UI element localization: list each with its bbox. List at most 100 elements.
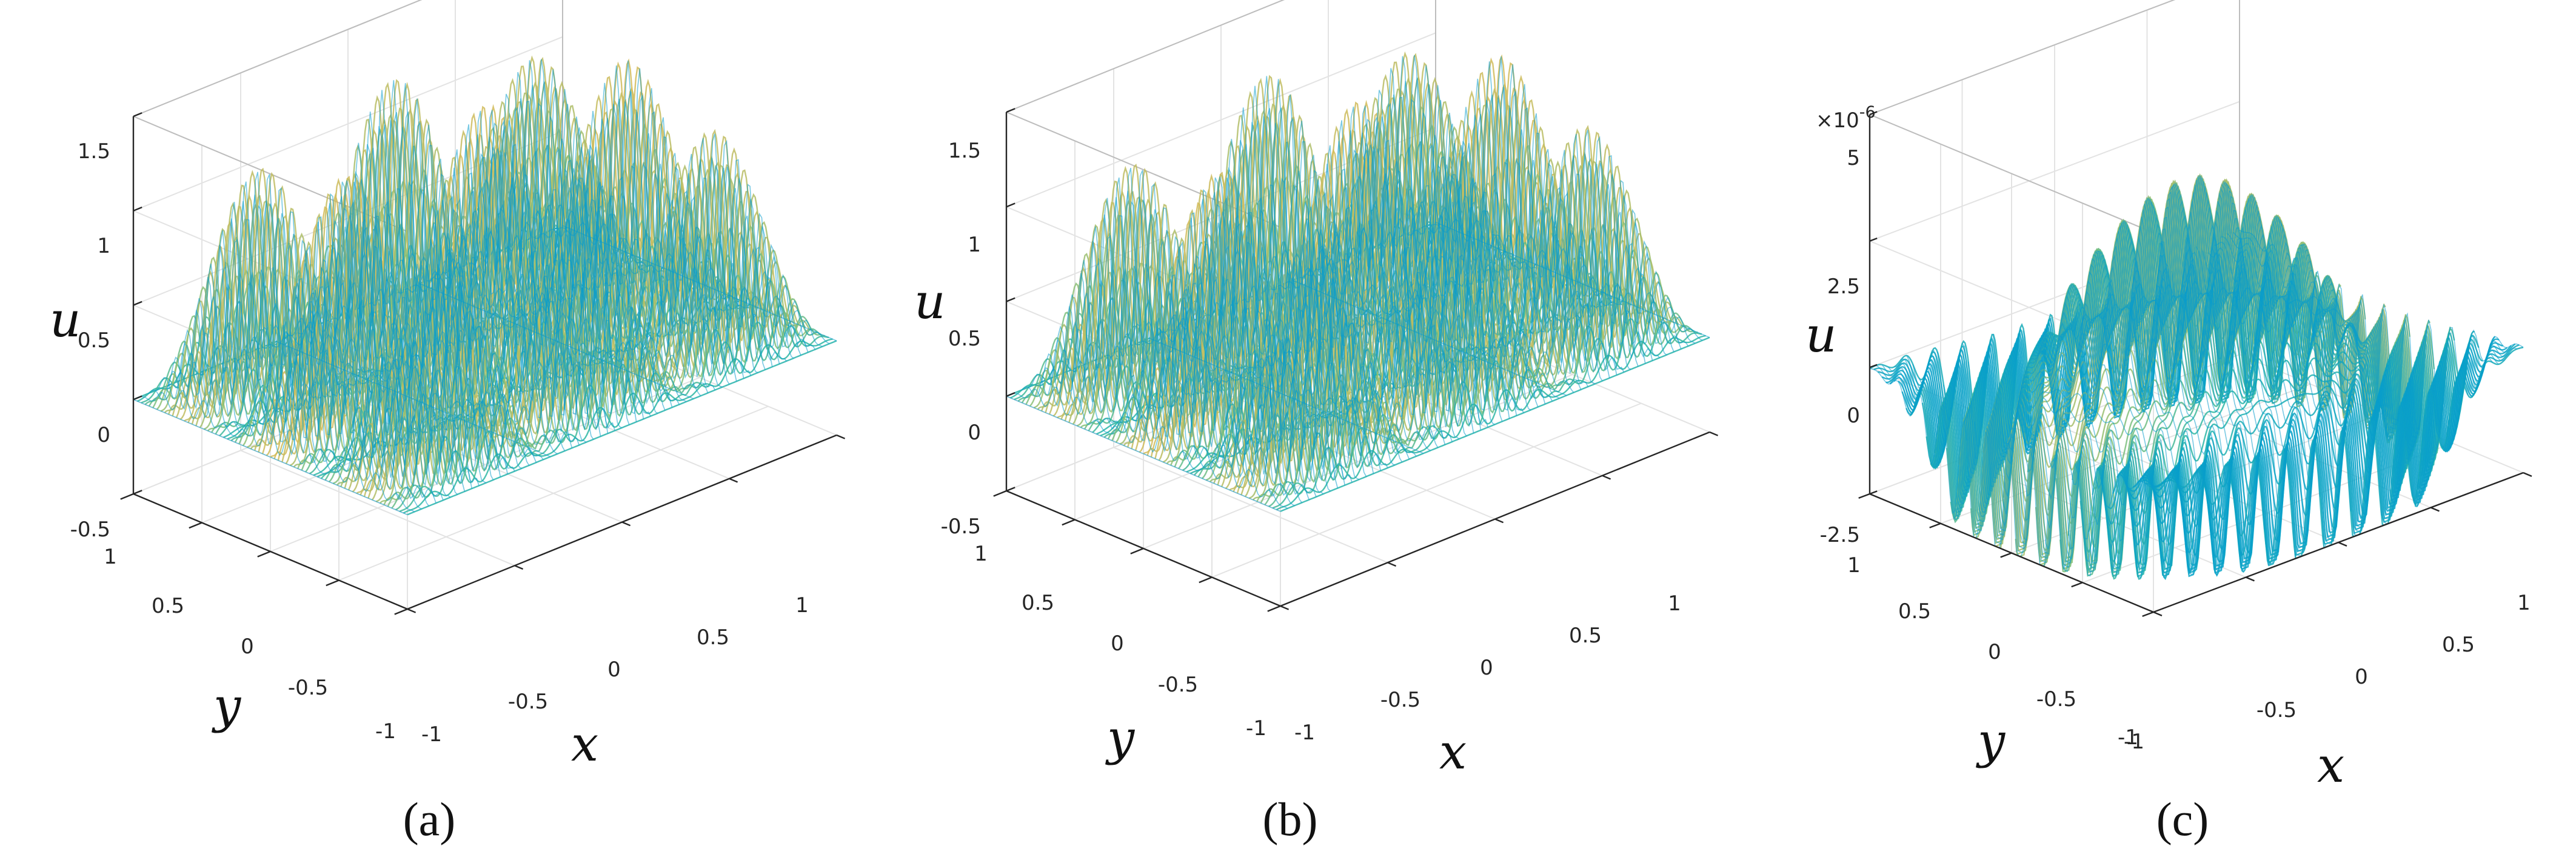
surface-mesh-line bbox=[1013, 387, 1288, 509]
surface-mesh-line bbox=[1435, 222, 1710, 338]
surface-mesh-line bbox=[140, 390, 415, 513]
y-axis-label: y bbox=[1976, 713, 2006, 769]
x-tick-mark bbox=[407, 608, 417, 613]
surface-mesh-line bbox=[2171, 270, 2456, 487]
x-axis-label: x bbox=[2317, 737, 2344, 793]
surface-mesh-line bbox=[283, 319, 558, 455]
y-tick-label: -1 bbox=[1246, 716, 1266, 741]
x-tick-label: -1 bbox=[2124, 730, 2144, 754]
surface-mesh-line bbox=[1113, 209, 1388, 468]
x-tick-mark bbox=[1494, 518, 1504, 524]
z-tick-label: 0.5 bbox=[948, 327, 981, 351]
y-tick-label: -1 bbox=[2118, 725, 2138, 750]
y-tick-mark bbox=[394, 608, 408, 615]
surface-mesh-line bbox=[1912, 362, 2197, 574]
y-tick-mark bbox=[189, 522, 202, 529]
z-tick-mark bbox=[1006, 202, 1015, 208]
z-tick-mark bbox=[133, 490, 142, 495]
y-tick-label: 0.5 bbox=[1022, 591, 1054, 615]
grid-line bbox=[1143, 374, 1573, 549]
x-axis-label: x bbox=[571, 716, 598, 772]
surface-mesh-line bbox=[1349, 68, 1625, 373]
z-tick-label: 1.5 bbox=[78, 139, 110, 164]
x-tick-mark bbox=[514, 565, 524, 570]
x-tick-mark bbox=[2430, 507, 2440, 512]
x-tick-mark bbox=[1602, 475, 1611, 480]
y-tick-label: 1 bbox=[104, 545, 117, 569]
surface-mesh-line bbox=[1881, 364, 2166, 577]
surface-mesh-line bbox=[276, 341, 551, 458]
surface-mesh-a bbox=[133, 55, 837, 516]
surface-mesh-line bbox=[483, 60, 758, 373]
x-tick-mark bbox=[836, 434, 846, 439]
y-tick-mark bbox=[1267, 605, 1281, 612]
x-tick-label: -0.5 bbox=[508, 690, 548, 714]
panel-caption: (b) bbox=[1263, 793, 1318, 845]
axes-edge bbox=[1869, 114, 2154, 233]
z-tick-label: -0.5 bbox=[70, 518, 110, 542]
y-tick-mark bbox=[326, 579, 340, 587]
x-tick-mark bbox=[2153, 611, 2163, 617]
x-tick-mark bbox=[1709, 431, 1719, 436]
y-axis-label: y bbox=[212, 678, 242, 734]
surface-mesh-line bbox=[2122, 205, 2407, 512]
z-tick-mark bbox=[1006, 297, 1015, 302]
surface-mesh-line bbox=[2202, 250, 2487, 465]
surface-mesh-line bbox=[2165, 263, 2450, 491]
surface-mesh-line bbox=[1292, 279, 1567, 396]
z-tick-label: 0 bbox=[968, 421, 981, 445]
surface-mesh-line bbox=[534, 154, 809, 353]
y-tick-mark bbox=[2071, 582, 2083, 588]
surface-mesh-line bbox=[2177, 265, 2463, 482]
surface-mesh-line bbox=[1228, 79, 1503, 422]
x-tick-label: 1 bbox=[2517, 591, 2531, 615]
z-tick-mark bbox=[1869, 237, 1878, 242]
surface-mesh-line bbox=[2233, 232, 2518, 439]
surface-mesh-line bbox=[1156, 316, 1431, 451]
y-tick-label: 0.5 bbox=[152, 594, 184, 618]
z-tick-mark bbox=[133, 112, 142, 118]
axes-front-edges-b bbox=[993, 108, 1719, 612]
panel-caption: (a) bbox=[403, 793, 456, 845]
z-tick-label: 1 bbox=[968, 233, 981, 257]
axes-edge bbox=[1869, 0, 2176, 115]
surface-mesh-line bbox=[1407, 150, 1682, 350]
surface-mesh-line bbox=[541, 177, 816, 350]
x-tick-mark bbox=[2246, 576, 2255, 582]
z-tick-mark bbox=[1006, 392, 1015, 397]
y-tick-label: 1 bbox=[974, 542, 988, 566]
surface-mesh-line bbox=[1335, 102, 1610, 378]
x-tick-label: 1 bbox=[795, 593, 809, 618]
z-tick-label: 0.5 bbox=[78, 328, 110, 353]
surface-mesh-line bbox=[1199, 122, 1474, 433]
surface-mesh-line bbox=[2221, 236, 2505, 452]
y-tick-mark bbox=[1199, 576, 1213, 584]
axes-edge bbox=[1006, 0, 1285, 113]
y-tick-label: 0 bbox=[1988, 640, 2001, 664]
x-tick-mark bbox=[729, 478, 738, 483]
grid-line bbox=[270, 377, 700, 552]
x-tick-label: -0.5 bbox=[2257, 698, 2297, 722]
y-tick-label: 0 bbox=[241, 635, 254, 659]
x-tick-label: 0.5 bbox=[697, 625, 729, 650]
y-tick-mark bbox=[993, 490, 1007, 497]
x-tick-mark bbox=[1387, 562, 1397, 567]
z-tick-label: -2.5 bbox=[1820, 523, 1860, 547]
x-tick-label: 1 bbox=[1668, 591, 1681, 616]
surface-mesh-line bbox=[419, 283, 694, 399]
z-exponent-label: ×10-6 bbox=[1816, 103, 1876, 133]
y-tick-mark bbox=[257, 550, 271, 558]
x-tick-label: 0.5 bbox=[1569, 624, 1602, 648]
surface-mesh-line bbox=[1371, 64, 1646, 364]
y-tick-mark bbox=[2000, 552, 2012, 558]
surface-mesh-line bbox=[1149, 338, 1424, 454]
axes-edge bbox=[133, 0, 423, 117]
x-tick-label: -1 bbox=[421, 722, 442, 747]
y-tick-label: 0.5 bbox=[1898, 599, 1931, 624]
y-tick-label: -0.5 bbox=[2036, 687, 2076, 711]
surface-plot-a: -0.5 0 0.5 1 1.5 -1 -0.5 0 0.5 1 1 0.5 0… bbox=[50, 0, 846, 845]
surface-mesh-line bbox=[2011, 216, 2296, 557]
surface-plot-b: -0.5 0 0.5 1 1.5 -1 -0.5 0 0.5 1 1 0.5 0… bbox=[914, 0, 1719, 845]
x-tick-mark bbox=[1280, 605, 1290, 610]
